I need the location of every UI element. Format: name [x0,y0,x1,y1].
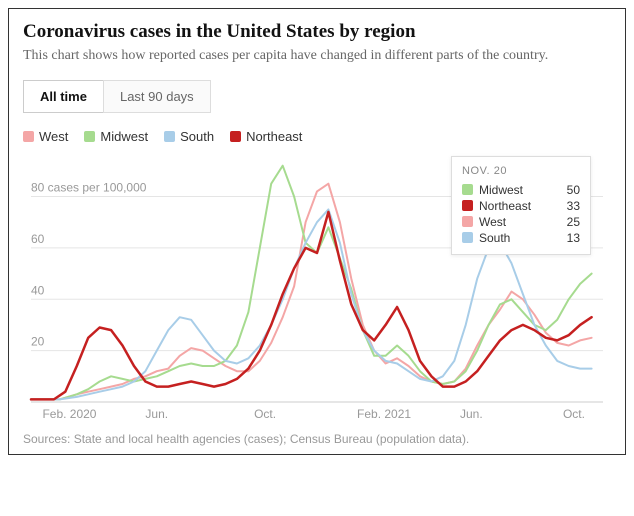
tooltip-value: 33 [567,199,580,213]
legend-swatch [230,131,241,142]
tab-all-time[interactable]: All time [23,80,104,113]
tooltip-value: 25 [567,215,580,229]
chart-card: Coronavirus cases in the United States b… [8,8,626,455]
time-range-tabs: All time Last 90 days [23,80,611,113]
svg-text:40: 40 [31,283,45,297]
svg-text:Jun.: Jun. [460,407,483,421]
svg-text:Oct.: Oct. [563,407,585,421]
sources-text: Sources: State and local health agencies… [23,432,611,446]
legend-label: Northeast [246,129,302,144]
legend-swatch [23,131,34,142]
tooltip-row: South 13 [462,230,580,246]
tooltip-swatch [462,200,473,211]
legend-item: West [23,129,68,144]
legend-item: Midwest [84,129,148,144]
tooltip-label: South [479,231,510,245]
svg-text:80 cases per 100,000: 80 cases per 100,000 [31,180,147,194]
tooltip-row: West 25 [462,214,580,230]
tooltip-value: 13 [567,231,580,245]
tooltip: NOV. 20 Midwest 50 Northeast 33 West 25 South 1… [451,156,591,255]
tooltip-swatch [462,232,473,243]
tooltip-value: 50 [567,183,580,197]
tooltip-label: West [479,215,506,229]
svg-text:Feb. 2020: Feb. 2020 [42,407,96,421]
legend-swatch [84,131,95,142]
legend-item: Northeast [230,129,302,144]
svg-text:Feb. 2021: Feb. 2021 [357,407,411,421]
legend-swatch [164,131,175,142]
tooltip-swatch [462,216,473,227]
svg-text:Oct.: Oct. [254,407,276,421]
svg-text:60: 60 [31,232,45,246]
legend-item: South [164,129,214,144]
chart-subtitle: This chart shows how reported cases per … [23,47,611,66]
tooltip-row: Midwest 50 [462,182,580,198]
svg-text:Jun.: Jun. [145,407,168,421]
legend: West Midwest South Northeast [23,129,611,144]
tooltip-row: Northeast 33 [462,198,580,214]
tooltip-label: Midwest [479,183,523,197]
svg-text:20: 20 [31,335,45,349]
tooltip-swatch [462,184,473,195]
tab-last-90-days[interactable]: Last 90 days [103,80,211,113]
tooltip-date: NOV. 20 [462,165,580,177]
tooltip-label: Northeast [479,199,531,213]
legend-label: South [180,129,214,144]
chart-area: 20 40 60 80 cases per 100,000 Feb. 2020 Jun. O… [23,148,611,428]
legend-label: Midwest [100,129,148,144]
legend-label: West [39,129,68,144]
chart-title: Coronavirus cases in the United States b… [23,21,611,43]
